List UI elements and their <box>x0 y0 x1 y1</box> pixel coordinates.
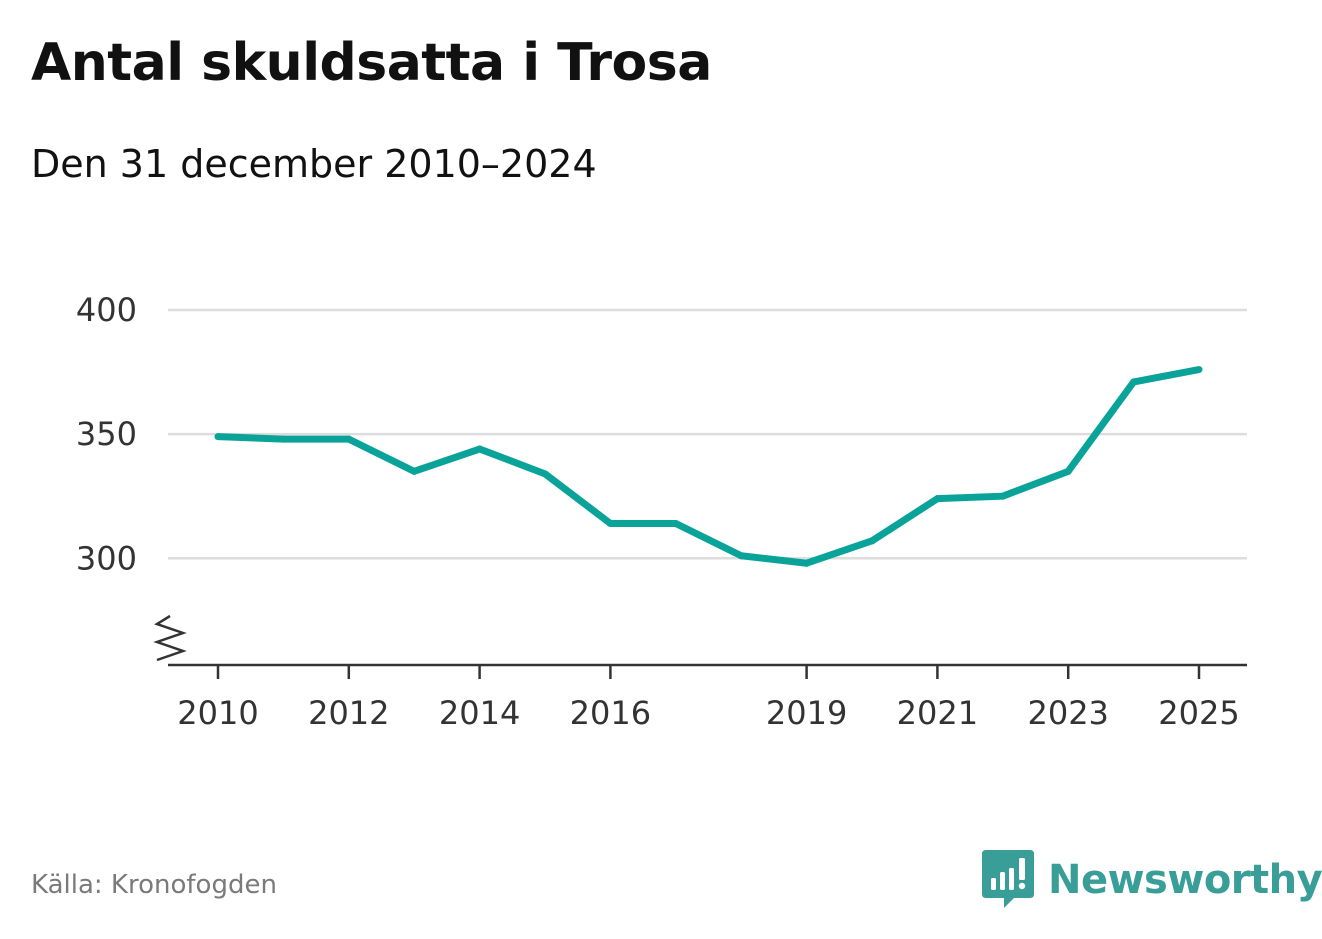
y-tick-label-350: 350 <box>76 415 137 453</box>
data-point-2020 <box>868 537 876 545</box>
data-point-2018 <box>737 552 745 560</box>
x-tick-label-2023: 2023 <box>1027 694 1108 732</box>
data-point-2011 <box>279 435 287 443</box>
data-point-2014 <box>476 445 484 453</box>
y-axis-break-icon <box>153 614 187 662</box>
data-point-2017 <box>672 519 680 527</box>
x-tick-label-2016: 2016 <box>570 694 651 732</box>
series-group <box>214 366 1203 567</box>
data-point-2024 <box>1130 378 1138 386</box>
data-point-2022 <box>999 492 1007 500</box>
x-tick-label-2025: 2025 <box>1158 694 1239 732</box>
y-tick-label-300: 300 <box>76 539 137 577</box>
data-point-2019 <box>803 559 811 567</box>
x-tick-label-2021: 2021 <box>897 694 978 732</box>
data-point-2023 <box>1064 467 1072 475</box>
brand-name: Newsworthy <box>1048 857 1322 903</box>
chart-subtitle: Den 31 december 2010–2024 <box>31 142 597 186</box>
x-tick-label-2012: 2012 <box>308 694 389 732</box>
chart-title: Antal skuldsatta i Trosa <box>31 33 712 93</box>
y-tick-label-400: 400 <box>76 291 137 329</box>
y-axis-tick-labels: 300 350 400 <box>76 291 137 577</box>
data-point-2013 <box>410 467 418 475</box>
x-tick-label-2019: 2019 <box>766 694 847 732</box>
series-line-0 <box>217 366 1200 567</box>
x-tick-label-2010: 2010 <box>177 694 258 732</box>
data-point-2025 <box>1195 366 1203 374</box>
data-point-2015 <box>541 470 549 478</box>
x-axis-tick-labels: 2010 2012 2014 2016 2019 2021 2023 2025 <box>177 694 1239 732</box>
x-tick-label-2014: 2014 <box>439 694 520 732</box>
data-point-2010 <box>214 433 222 441</box>
newsworthy-logo[interactable]: Newsworthy <box>982 850 1322 910</box>
x-axis <box>168 663 1247 679</box>
data-point-2012 <box>345 435 353 443</box>
data-point-2016 <box>606 519 614 527</box>
gridlines <box>168 308 1247 560</box>
newsworthy-logo-icon <box>982 850 1034 908</box>
data-point-2021 <box>933 495 941 503</box>
source-note: Källa: Kronofogden <box>31 870 277 900</box>
